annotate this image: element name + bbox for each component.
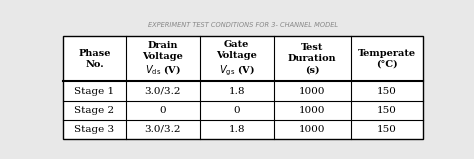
Text: 0: 0 xyxy=(160,106,166,115)
Bar xyxy=(63,36,423,139)
Text: Temperate
(°C): Temperate (°C) xyxy=(358,49,416,69)
Text: 3.0/3.2: 3.0/3.2 xyxy=(145,125,181,134)
Text: Gate
Voltage
$\mathit{V}_{\mathrm{gs}}$ (V): Gate Voltage $\mathit{V}_{\mathrm{gs}}$ … xyxy=(216,40,257,78)
Text: Stage 2: Stage 2 xyxy=(74,106,115,115)
Text: Stage 3: Stage 3 xyxy=(74,125,115,134)
Text: 3.0/3.2: 3.0/3.2 xyxy=(145,86,181,96)
Text: 1000: 1000 xyxy=(299,125,326,134)
Text: 1.8: 1.8 xyxy=(228,86,245,96)
Text: 0: 0 xyxy=(233,106,240,115)
Text: 1000: 1000 xyxy=(299,86,326,96)
Text: Phase
No.: Phase No. xyxy=(78,49,110,69)
Text: 150: 150 xyxy=(377,86,397,96)
Text: 1000: 1000 xyxy=(299,106,326,115)
Text: 150: 150 xyxy=(377,106,397,115)
Text: EXPERIMENT TEST CONDITIONS FOR 3- CHANNEL MODEL: EXPERIMENT TEST CONDITIONS FOR 3- CHANNE… xyxy=(148,21,338,28)
Text: Test
Duration
(s): Test Duration (s) xyxy=(288,43,337,74)
Text: Stage 1: Stage 1 xyxy=(74,86,115,96)
Text: Drain
Voltage
$\mathit{V}_{\mathrm{ds}}$ (V): Drain Voltage $\mathit{V}_{\mathrm{ds}}$… xyxy=(142,41,183,77)
Text: 1.8: 1.8 xyxy=(228,125,245,134)
Text: 150: 150 xyxy=(377,125,397,134)
